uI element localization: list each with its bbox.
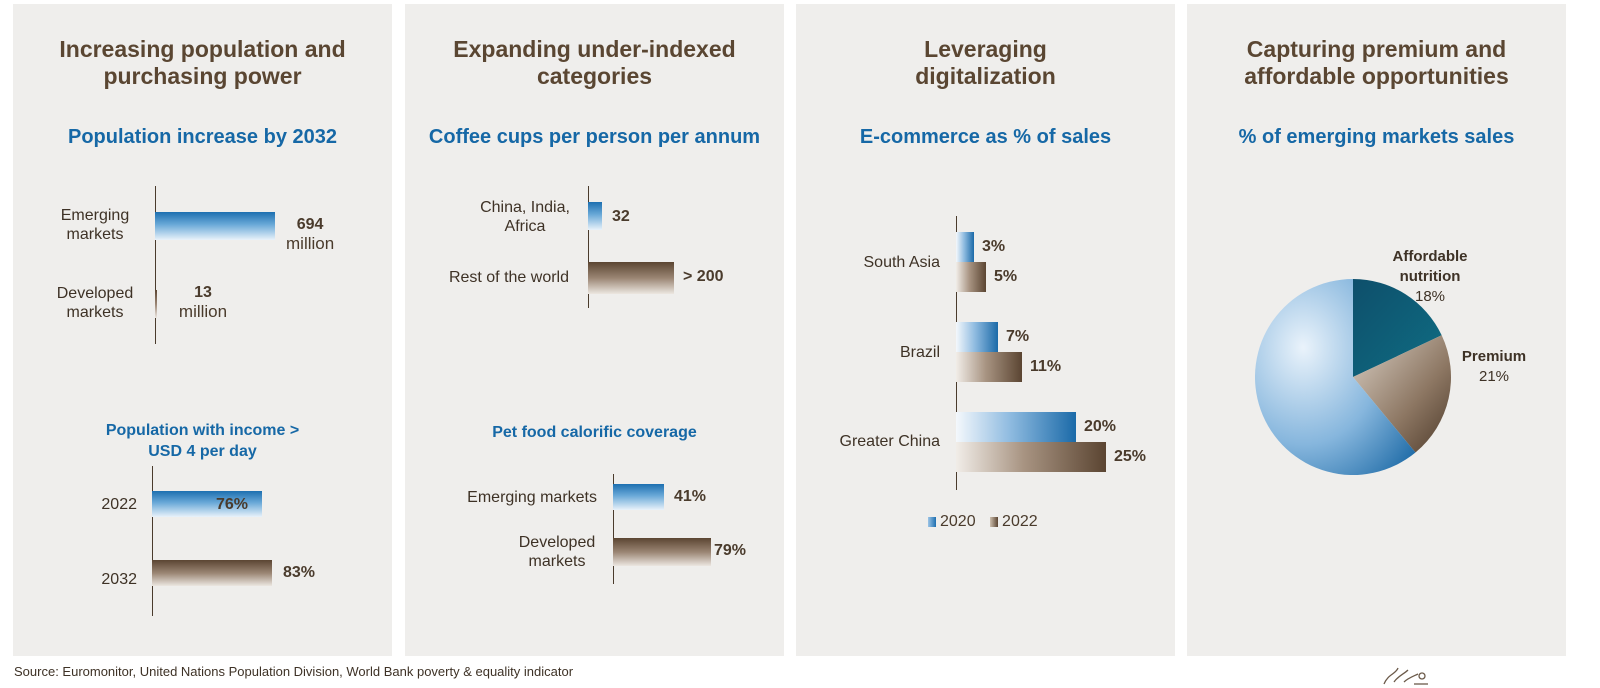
value-label: 20% (1084, 418, 1117, 435)
value-label: 7% (1006, 328, 1030, 345)
value-label: 694 (296, 216, 324, 233)
category-label: Rest of the world (448, 269, 569, 286)
value-label: > 200 (683, 268, 724, 285)
slice-label: Premium 21% (1449, 347, 1539, 387)
bar-brazil-2022 (956, 352, 1022, 382)
legend-label: 2020 (940, 513, 976, 530)
panel-categories: Expanding under-indexed categories Coffe… (405, 4, 784, 656)
value-label: 76% (216, 496, 249, 513)
legend-swatch (990, 516, 999, 527)
axis-line (155, 186, 156, 344)
chart-title: Pet food calorific coverage (492, 424, 697, 441)
category-label: Developed markets (518, 534, 596, 570)
axis-line (588, 186, 589, 308)
category-label: Greater China (839, 433, 941, 450)
value-label: 32 (612, 208, 630, 225)
logo-icon (1383, 667, 1428, 685)
category-label: Emerging markets (467, 489, 597, 506)
pie-slice-premium (1353, 335, 1451, 453)
bar-greater-china-2022 (956, 442, 1106, 472)
chart-title: Coffee cups per person per annum (428, 126, 761, 148)
data-label: 13 million (173, 284, 233, 322)
category-label: 2022 (101, 496, 137, 513)
slice-value: 18% (1414, 288, 1446, 305)
bar-greater-china-2020 (956, 412, 1076, 442)
legend-item-2020: 2020 (928, 513, 980, 530)
panel-premium-affordable: Capturing premium and affordable opportu… (1187, 4, 1566, 656)
panel-digitalization: Leveraging digitalization E-commerce as … (796, 4, 1175, 656)
bar-developed-markets (155, 290, 158, 318)
legend-item-2022: 2022 (990, 513, 1038, 530)
category-label: China, India, Africa (480, 199, 570, 235)
value-label: 79% (714, 542, 747, 559)
bar-2032 (152, 560, 272, 586)
category-label: South Asia (863, 254, 941, 271)
panel-population: Increasing population and purchasing pow… (13, 4, 392, 656)
value-label: 83% (283, 564, 316, 581)
category-label: Brazil (899, 344, 940, 361)
panel-title: Capturing premium and affordable opportu… (1244, 36, 1509, 89)
bar-brazil-2020 (956, 322, 998, 352)
value-label: 13 (194, 284, 212, 301)
legend-swatch (928, 516, 936, 527)
bar-south-asia-2022 (956, 262, 986, 292)
value-label: 41% (674, 488, 707, 505)
chart-title: Population with income > USD 4 per day (105, 422, 300, 460)
chart-title: % of emerging markets sales (1238, 126, 1515, 148)
category-label: 2032 (101, 571, 137, 588)
unit-label: million (178, 302, 228, 321)
panel-title: Expanding under-indexed categories (453, 36, 736, 89)
chart-legend: 2020 2022 (928, 513, 1038, 531)
slice-name: Affordable nutrition (1392, 248, 1468, 285)
legend-label: 2022 (1002, 513, 1038, 530)
axis-line (613, 474, 614, 584)
slice-label: Affordable nutrition 18% (1365, 247, 1495, 307)
bar-rest-of-world (588, 262, 674, 294)
value-label: 3% (982, 238, 1006, 255)
value-label: 25% (1114, 448, 1147, 465)
pie-slice-affordable-nutrition (1353, 279, 1442, 377)
bar-emerging-markets (155, 212, 275, 240)
pie-chart (1255, 279, 1451, 475)
bar-developed-markets (613, 538, 711, 566)
bar-emerging-markets (613, 484, 664, 510)
pie-slice-other (1255, 279, 1416, 475)
category-label: Developed markets (56, 285, 134, 321)
panel-title: Leveraging digitalization (915, 36, 1056, 89)
value-label: 11% (1030, 358, 1062, 375)
axis-line (152, 466, 153, 616)
source-note: Source: Euromonitor, United Nations Popu… (14, 664, 574, 679)
chart-title: E-commerce as % of sales (859, 126, 1112, 148)
data-label: 694 million (286, 216, 334, 254)
bar-2022 (152, 491, 262, 517)
unit-label: million (286, 234, 335, 253)
bar-china-india-africa (588, 202, 602, 230)
chart-title: Population increase by 2032 (68, 126, 337, 148)
category-label: Emerging markets (60, 207, 130, 243)
value-label: 5% (994, 268, 1018, 285)
slice-value: 21% (1478, 368, 1510, 385)
slice-name: Premium (1461, 348, 1527, 365)
bar-south-asia-2020 (956, 232, 974, 262)
panel-title: Increasing population and purchasing pow… (59, 36, 346, 89)
